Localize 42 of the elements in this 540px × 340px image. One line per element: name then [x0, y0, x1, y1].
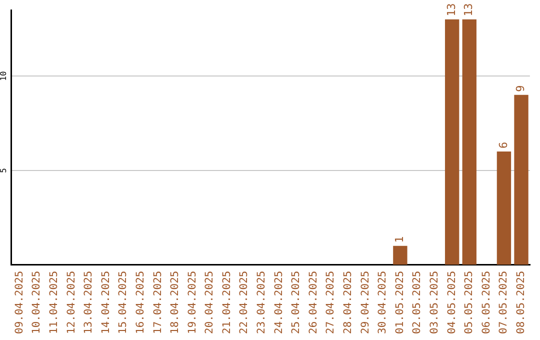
x-tick-label: 15.04.2025 [117, 270, 130, 334]
x-tick-label: 02.05.2025 [411, 270, 424, 334]
x-tick-label: 17.04.2025 [152, 270, 164, 334]
bar [496, 152, 512, 265]
x-tick-label: 23.04.2025 [256, 270, 268, 334]
bar [444, 19, 460, 265]
y-tick-label: 5 [0, 168, 8, 173]
x-tick-label: 03.05.2025 [428, 270, 441, 334]
x-tick-label: 08.05.2025 [515, 270, 527, 334]
x-tick-label: 07.05.2025 [498, 270, 510, 334]
y-tick-label: 10 [0, 71, 8, 81]
x-tick-label: 18.04.2025 [169, 270, 182, 334]
x-tick-label: 26.04.2025 [307, 270, 320, 334]
data-label: 13 [444, 3, 458, 16]
data-label: 1 [393, 236, 406, 243]
x-tick-label: 01.05.2025 [394, 270, 406, 334]
x-tick-label: 28.04.2025 [342, 270, 354, 334]
x-tick-label: 12.04.2025 [65, 270, 78, 334]
x-tick-label: 29.04.2025 [359, 270, 372, 334]
x-tick-label: 14.04.2025 [100, 270, 112, 334]
x-tick-label: 25.04.2025 [290, 270, 302, 334]
bar [514, 94, 528, 265]
x-tick-label: 19.04.2025 [186, 270, 198, 334]
x-tick-label: 21.04.2025 [220, 270, 233, 334]
bar [393, 246, 408, 265]
data-label: 6 [496, 142, 510, 149]
x-tick-label: 22.04.2025 [238, 270, 250, 334]
x-tick-label: 09.04.2025 [13, 270, 26, 334]
bar [462, 19, 476, 265]
data-label: 9 [514, 85, 528, 92]
x-tick-label: 11.04.2025 [48, 270, 60, 334]
x-tick-label: 10.04.2025 [30, 270, 43, 334]
x-tick-label: 30.04.2025 [376, 270, 389, 334]
x-tick-label: 24.04.2025 [272, 270, 285, 334]
x-tick-label: 16.04.2025 [134, 270, 146, 334]
x-tick-label: 13.04.2025 [82, 270, 95, 334]
x-tick-label: 06.05.2025 [480, 270, 492, 334]
x-tick-label: 04.05.2025 [446, 270, 458, 334]
data-label: 13 [462, 3, 476, 16]
x-tick-label: 20.04.2025 [204, 270, 216, 334]
x-tick-label: 27.04.2025 [324, 270, 337, 334]
x-tick-label: 05.05.2025 [463, 270, 476, 334]
